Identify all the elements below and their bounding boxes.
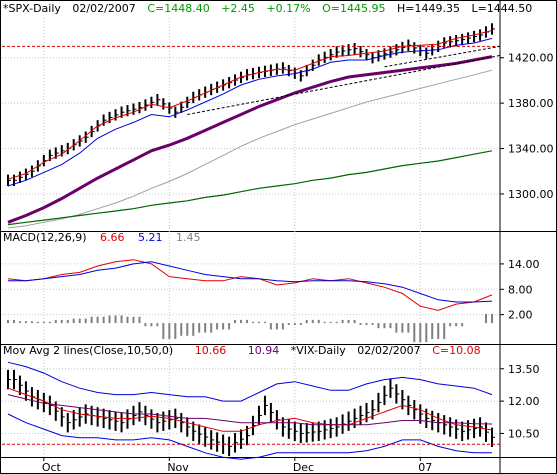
y-tick-label: 1300.00 <box>508 188 554 201</box>
series-line-sma100 <box>7 69 493 229</box>
series-line-ma50 <box>7 394 493 426</box>
macd-panel <box>7 259 493 343</box>
vix-close: C=10.08 <box>432 344 480 357</box>
series-line-macd <box>7 259 493 311</box>
signal-value: 5.21 <box>138 231 163 244</box>
price-bars <box>7 23 495 186</box>
macd-header: MACD(12,26,9) 6.66 5.21 1.45 <box>3 231 201 244</box>
low-label: L=1444.50 <box>471 2 532 15</box>
series-line-band_lower <box>7 413 492 460</box>
y-tick-label: 1340.00 <box>508 143 554 156</box>
vix-lines <box>7 361 493 460</box>
date-label: 02/02/2007 <box>72 2 135 15</box>
y-axis-labels: 1420.00 1380.00 1340.00 1300.00 14.00 8.00 2.0… <box>500 52 554 440</box>
y-tick-label: 8.00 <box>508 283 533 296</box>
vix-symbol: *VIX-Daily <box>291 344 347 357</box>
change-pct-label: +0.17% <box>266 2 310 15</box>
x-axis-labels: Oct Nov Dec 07 <box>42 457 432 474</box>
y-tick-label: 14.00 <box>508 258 540 271</box>
vix-date: 02/02/2007 <box>357 344 420 357</box>
price-moving-averages <box>7 30 493 229</box>
trend-line-upper <box>384 45 501 68</box>
open-label: O=1445.95 <box>322 2 385 15</box>
y-tick-label: 13.50 <box>508 363 540 376</box>
y-tick-label: 10.50 <box>508 427 540 440</box>
vix-bars <box>7 369 495 457</box>
y-tick-label: 1420.00 <box>508 52 554 65</box>
close-label: C=1448.40 <box>147 2 209 15</box>
vix-ma50-value: 10.94 <box>248 344 280 357</box>
high-label: H=1449.35 <box>397 2 460 15</box>
x-tick-label: Dec <box>293 461 314 474</box>
histogram-value: 1.45 <box>176 231 201 244</box>
vix-header: Mov Avg 2 lines(Close,10,50,0) 10.66 10.… <box>3 344 481 357</box>
vix-ma-title: Mov Avg 2 lines(Close,10,50,0) <box>3 344 173 357</box>
series-line-ma10 <box>7 387 493 432</box>
macd-lines <box>7 259 493 311</box>
vix-panel <box>2 361 500 460</box>
price-panel <box>2 23 501 229</box>
y-tick-label: 12.00 <box>508 395 540 408</box>
change-label: +2.45 <box>221 2 255 15</box>
series-line-sma50 <box>7 55 493 224</box>
series-line-sma20 <box>7 37 493 187</box>
series-line-band_upper <box>7 361 493 402</box>
series-line-sma200 <box>7 150 493 226</box>
symbol-label: *SPX-Daily <box>3 2 61 15</box>
grid-lines <box>2 18 500 457</box>
trend-line-lower <box>187 54 501 115</box>
macd-histogram <box>7 313 493 343</box>
series-line-sma10 <box>7 30 493 180</box>
macd-title: MACD(12,26,9) <box>3 231 87 244</box>
macd-value: 6.66 <box>100 231 125 244</box>
x-tick-label: 07 <box>418 461 432 474</box>
y-tick-label: 1380.00 <box>508 97 554 110</box>
y-tick-label: 2.00 <box>508 309 533 322</box>
price-header: *SPX-Daily 02/02/2007 C=1448.40 +2.45 +0… <box>3 2 532 15</box>
x-tick-label: Oct <box>42 461 62 474</box>
vix-ma10-value: 10.66 <box>195 344 227 357</box>
series-line-signal <box>8 261 493 303</box>
x-tick-label: Nov <box>167 461 189 474</box>
